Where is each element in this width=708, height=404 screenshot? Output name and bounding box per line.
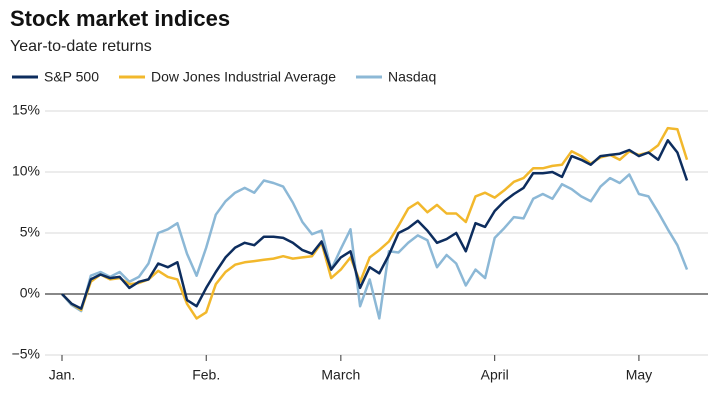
y-tick-label: 0% [20, 285, 40, 301]
series-line [61, 139, 689, 310]
y-tick-label: −5% [12, 346, 40, 362]
series-line [61, 173, 689, 320]
x-tick-label: Feb. [192, 367, 220, 383]
legend-label: Nasdaq [388, 69, 436, 85]
legend-label: S&P 500 [44, 69, 99, 85]
x-tick-label: May [626, 367, 652, 383]
y-tick-label: 15% [12, 102, 40, 118]
chart-title: Stock market indices [10, 6, 230, 31]
chart-subtitle: Year-to-date returns [10, 38, 152, 55]
x-tick-label: Jan. [49, 367, 75, 383]
legend-label: Dow Jones Industrial Average [151, 69, 336, 85]
series-line [61, 126, 689, 320]
y-tick-label: 10% [12, 163, 40, 179]
x-tick-label: March [321, 367, 360, 383]
x-tick-label: April [481, 367, 509, 383]
y-tick-label: 5% [20, 224, 40, 240]
